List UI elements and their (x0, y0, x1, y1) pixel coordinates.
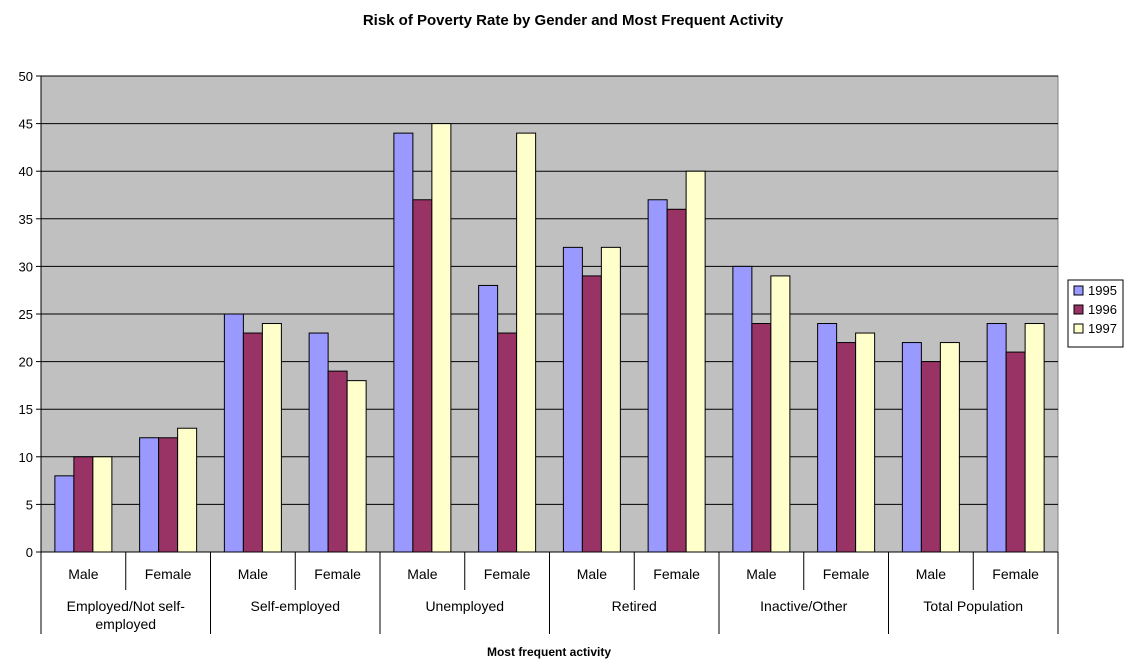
group-label: Self-employed (251, 598, 341, 614)
bar-1995-12 (986, 323, 1007, 553)
legend-swatch-1995 (1073, 285, 1084, 296)
category-label: Male (407, 566, 438, 582)
legend-label-1995: 1995 (1088, 283, 1117, 298)
bar-1996-9 (751, 323, 772, 553)
group-label-line: Unemployed (425, 598, 504, 614)
y-tick-label: 15 (19, 402, 33, 417)
group-label: Inactive/Other (760, 598, 847, 614)
bar-1997-4 (346, 380, 367, 553)
bar-1996-3 (242, 332, 263, 553)
legend: 1995 1996 1997 (1067, 279, 1124, 348)
category-label: Male (746, 566, 777, 582)
group-label-line: Total Population (923, 598, 1023, 614)
y-tick-label: 30 (19, 259, 33, 274)
bar-1996-5 (412, 199, 433, 553)
group-label: Retired (612, 598, 657, 614)
y-tick-label: 25 (19, 307, 33, 322)
bar-1995-5 (393, 132, 414, 553)
category-label: Male (68, 566, 99, 582)
group-label-line: Inactive/Other (760, 598, 847, 614)
bar-1996-4 (327, 370, 348, 553)
bar-1995-9 (732, 265, 753, 553)
bar-1996-6 (497, 332, 518, 553)
x-axis-title: Most frequent activity (487, 645, 611, 659)
bar-1995-11 (901, 342, 922, 553)
bar-1995-6 (478, 284, 499, 553)
y-tick-label: 10 (19, 450, 33, 465)
bar-1996-11 (920, 361, 941, 553)
group-label: Total Population (923, 598, 1023, 614)
legend-swatch-1997 (1073, 323, 1084, 334)
bar-1997-3 (261, 323, 282, 553)
bar-1995-10 (817, 323, 838, 553)
bar-1995-7 (562, 246, 583, 553)
group-label-line: Retired (612, 598, 657, 614)
category-label: Female (484, 566, 531, 582)
group-label: Unemployed (425, 598, 504, 614)
y-tick-label: 20 (19, 355, 33, 370)
gridlines (41, 75, 1058, 505)
y-tick-label: 5 (26, 497, 33, 512)
chart-title: Risk of Poverty Rate by Gender and Most … (363, 12, 784, 29)
group-label-line: employed (95, 616, 156, 632)
bar-1996-8 (666, 208, 687, 553)
category-label: Female (823, 566, 870, 582)
bar-1997-8 (685, 170, 706, 553)
y-tick-label: 40 (19, 164, 33, 179)
y-tick-label: 35 (19, 212, 33, 227)
group-label: Employed/Not self-employed (67, 598, 186, 632)
bar-1995-3 (223, 313, 244, 553)
category-label: Male (577, 566, 608, 582)
category-label: Female (314, 566, 361, 582)
bar-1995-1 (54, 475, 75, 553)
bar-1997-11 (939, 342, 960, 553)
bar-1997-9 (770, 275, 791, 553)
category-label: Female (653, 566, 700, 582)
legend-swatch-1996 (1073, 304, 1084, 315)
y-tick-label: 50 (19, 69, 33, 84)
bar-1997-10 (855, 332, 876, 553)
bar-1995-2 (139, 437, 160, 553)
bar-1995-4 (308, 332, 329, 553)
bar-1997-12 (1024, 323, 1045, 553)
bar-1997-5 (431, 123, 452, 553)
category-label: Female (145, 566, 192, 582)
group-label-line: Self-employed (251, 598, 341, 614)
bar-1995-8 (647, 199, 668, 553)
category-label: Female (992, 566, 1039, 582)
legend-label-1997: 1997 (1088, 321, 1117, 336)
bar-1997-2 (177, 427, 198, 553)
y-tick-label: 0 (26, 545, 33, 560)
legend-label-1996: 1996 (1088, 302, 1117, 317)
group-label-line: Employed/Not self- (67, 598, 186, 614)
x-axis: Male Female Male Female Male Female Male Female… (40, 551, 1059, 634)
y-axis: 0 5 10 15 20 25 30 35 40 45 50 (19, 69, 42, 560)
bar-1996-1 (73, 456, 94, 553)
category-label: Male (916, 566, 947, 582)
bar-1996-10 (836, 342, 857, 553)
category-label: Male (238, 566, 269, 582)
y-tick-label: 45 (19, 117, 33, 132)
bar-1996-12 (1005, 351, 1026, 553)
bar-1996-2 (158, 437, 179, 553)
bar-1997-1 (92, 456, 113, 553)
bar-1996-7 (581, 275, 602, 553)
bar-1997-6 (516, 132, 537, 553)
bar-1997-7 (600, 246, 621, 553)
